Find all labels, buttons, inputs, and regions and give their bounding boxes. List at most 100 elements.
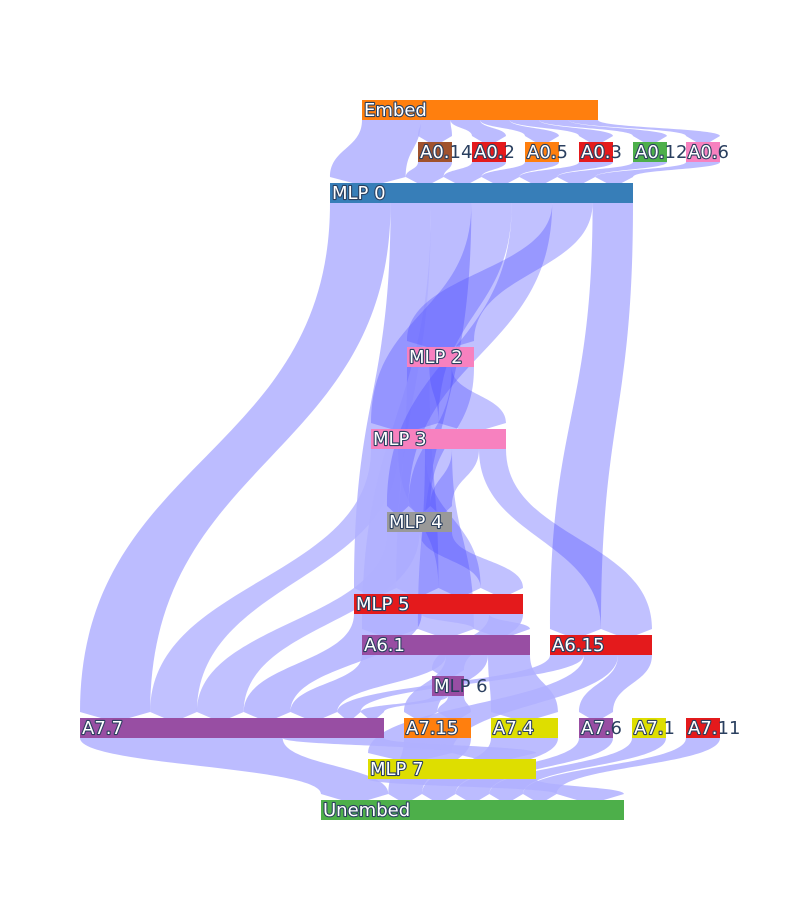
link-a6_1-to-a7_4 bbox=[488, 655, 558, 722]
node-bar-mlp7 bbox=[368, 759, 536, 779]
link-a7_6-to-unembed bbox=[455, 738, 613, 804]
node-mlp0[interactable]: MLP 0 bbox=[330, 182, 633, 205]
node-label-a7_11: A7.11 bbox=[688, 718, 740, 739]
link-a7_1-to-unembed bbox=[489, 738, 666, 804]
node-a7_11[interactable]: A7.11 bbox=[686, 717, 740, 740]
node-mlp7[interactable]: MLP 7 bbox=[368, 758, 536, 781]
node-bar-a7_11 bbox=[686, 718, 720, 738]
node-label-a7_1: A7.1 bbox=[634, 718, 675, 739]
node-a7_6[interactable]: A7.6 bbox=[579, 717, 622, 740]
link-a0_3-to-mlp0 bbox=[519, 162, 613, 187]
link-mlp3-to-a6_1 bbox=[418, 449, 474, 639]
node-label-a7_15: A7.15 bbox=[406, 718, 458, 739]
link-a7_7-to-mlp7 bbox=[282, 738, 536, 763]
link-a0_12-to-mlp0 bbox=[557, 162, 667, 187]
node-bar-a0_3 bbox=[579, 142, 613, 162]
node-bar-a7_1 bbox=[632, 718, 666, 738]
node-label-a0_5: A0.5 bbox=[527, 142, 568, 163]
node-bar-a6_1 bbox=[362, 635, 530, 655]
node-label-mlp0: MLP 0 bbox=[332, 183, 386, 204]
link-mlp4-to-mlp5 bbox=[419, 532, 523, 598]
node-label-mlp5: MLP 5 bbox=[356, 594, 410, 615]
node-label-unembed: Unembed bbox=[323, 800, 410, 821]
link-embed-to-a0_12 bbox=[539, 120, 667, 146]
link-embed-to-mlp0 bbox=[330, 120, 421, 187]
node-label-mlp3: MLP 3 bbox=[373, 429, 427, 450]
link-a6_15-to-a7_6 bbox=[579, 655, 652, 722]
link-mlp3-to-mlp4 bbox=[430, 449, 479, 516]
link-embed-to-a0_6 bbox=[568, 120, 720, 146]
node-bar-unembed bbox=[321, 800, 624, 820]
link-a7_7-to-unembed bbox=[80, 738, 389, 804]
node-embed[interactable]: Embed bbox=[362, 99, 598, 122]
node-bar-a0_12 bbox=[633, 142, 667, 162]
link-mlp0-to-mlp5 bbox=[354, 203, 431, 598]
link-mlp4-to-a7_7 bbox=[196, 532, 420, 722]
node-label-mlp4: MLP 4 bbox=[389, 512, 443, 533]
link-a0_2-to-mlp0 bbox=[443, 162, 506, 187]
node-bar-a7_4 bbox=[491, 718, 558, 738]
link-mlp6-to-a7_15 bbox=[437, 696, 471, 722]
node-mlp3[interactable]: MLP 3 bbox=[371, 428, 506, 451]
node-a6_1[interactable]: A6.1 bbox=[362, 634, 530, 657]
node-bar-embed bbox=[362, 100, 598, 120]
link-embed-to-a0_14 bbox=[418, 120, 452, 146]
node-label-a0_2: A0.2 bbox=[474, 142, 515, 163]
node-label-mlp6: MLP 6 bbox=[434, 676, 488, 697]
node-label-a6_15: A6.15 bbox=[552, 635, 604, 656]
node-mlp6[interactable]: MLP 6 bbox=[432, 675, 488, 698]
node-bar-a0_6 bbox=[686, 142, 720, 162]
link-a0_6-to-mlp0 bbox=[595, 162, 720, 187]
node-label-a0_12: A0.12 bbox=[635, 142, 687, 163]
node-bar-a0_14 bbox=[418, 142, 452, 162]
link-embed-to-a0_3 bbox=[509, 120, 613, 146]
node-label-a7_4: A7.4 bbox=[493, 718, 534, 739]
node-a0_14[interactable]: A0.14 bbox=[418, 141, 472, 164]
node-bar-a6_15 bbox=[550, 635, 652, 655]
node-mlp4[interactable]: MLP 4 bbox=[387, 511, 452, 534]
link-embed-to-a0_5 bbox=[480, 120, 559, 146]
node-bar-mlp4 bbox=[387, 512, 452, 532]
node-bar-a7_7 bbox=[80, 718, 384, 738]
node-unembed[interactable]: Unembed bbox=[321, 799, 624, 822]
node-label-mlp2: MLP 2 bbox=[409, 347, 463, 368]
node-a7_15[interactable]: A7.15 bbox=[404, 717, 471, 740]
link-a7_11-to-unembed bbox=[523, 738, 720, 804]
node-bar-mlp0 bbox=[330, 183, 633, 203]
node-a0_5[interactable]: A0.5 bbox=[525, 141, 568, 164]
link-embed-to-a0_2 bbox=[450, 120, 506, 146]
node-label-a7_7: A7.7 bbox=[82, 718, 123, 739]
node-label-a6_1: A6.1 bbox=[364, 635, 405, 656]
node-a0_12[interactable]: A0.12 bbox=[633, 141, 687, 164]
link-a6_1-to-a7_7 bbox=[290, 655, 446, 722]
node-a0_6[interactable]: A0.6 bbox=[686, 141, 729, 164]
node-a6_15[interactable]: A6.15 bbox=[550, 634, 652, 657]
node-a7_4[interactable]: A7.4 bbox=[491, 717, 558, 740]
node-label-a0_6: A0.6 bbox=[688, 142, 729, 163]
node-bar-mlp5 bbox=[354, 594, 523, 614]
node-bar-mlp6 bbox=[432, 676, 464, 696]
link-mlp3-to-a7_7 bbox=[150, 449, 398, 722]
nodes-layer: Embed A0.14 A0.2 A0.5 A0.3 A0.12 A0.6 MLP 0 MLP … bbox=[80, 99, 740, 822]
link-mlp0-to-a7_7 bbox=[80, 203, 391, 722]
node-a7_1[interactable]: A7.1 bbox=[632, 717, 675, 740]
node-a0_3[interactable]: A0.3 bbox=[579, 141, 622, 164]
node-a7_7[interactable]: A7.7 bbox=[80, 717, 384, 740]
node-bar-a7_15 bbox=[404, 718, 471, 738]
node-bar-mlp2 bbox=[407, 347, 474, 367]
link-mlp0-to-mlp3 bbox=[371, 203, 512, 433]
link-mlp0-to-mlp2 bbox=[407, 203, 593, 351]
node-bar-a0_2 bbox=[472, 142, 506, 162]
node-label-mlp7: MLP 7 bbox=[370, 759, 424, 780]
links-layer bbox=[80, 120, 720, 804]
node-bar-mlp3 bbox=[371, 429, 506, 449]
node-mlp5[interactable]: MLP 5 bbox=[354, 593, 523, 616]
node-label-embed: Embed bbox=[364, 100, 427, 121]
node-label-a7_6: A7.6 bbox=[581, 718, 622, 739]
node-bar-a7_6 bbox=[579, 718, 613, 738]
node-mlp2[interactable]: MLP 2 bbox=[407, 346, 474, 369]
link-mlp0-to-a6_15 bbox=[550, 203, 633, 639]
node-bar-a0_5 bbox=[525, 142, 559, 162]
node-a0_2[interactable]: A0.2 bbox=[472, 141, 515, 164]
